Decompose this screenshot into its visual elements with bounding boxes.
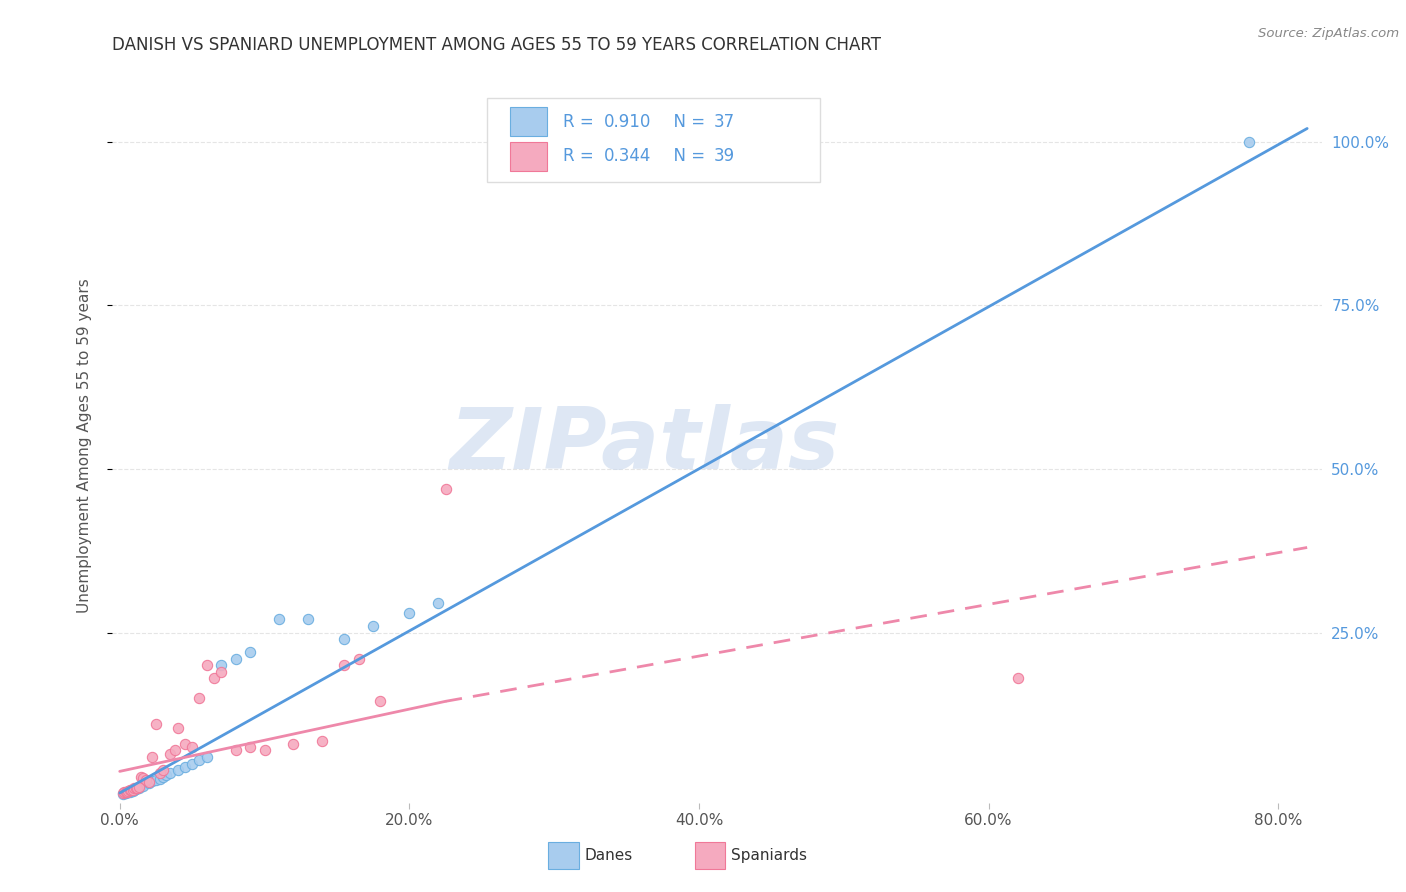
Point xyxy=(267,612,290,626)
Text: 0.344: 0.344 xyxy=(603,147,651,165)
Text: ZIPatlas: ZIPatlas xyxy=(450,404,839,488)
Point xyxy=(181,756,204,771)
Point xyxy=(297,612,319,626)
Point xyxy=(121,782,143,797)
Text: 0.910: 0.910 xyxy=(603,112,651,131)
Point xyxy=(114,786,136,800)
Point xyxy=(239,740,262,755)
Point xyxy=(145,717,167,731)
Text: Source: ZipAtlas.com: Source: ZipAtlas.com xyxy=(1258,27,1399,40)
Point xyxy=(117,784,139,798)
Point xyxy=(141,750,163,764)
Point xyxy=(127,781,149,796)
Text: R =: R = xyxy=(564,147,599,165)
FancyBboxPatch shape xyxy=(510,142,547,170)
Text: R =: R = xyxy=(564,112,599,131)
Point xyxy=(188,691,211,706)
Point xyxy=(195,658,218,673)
Point xyxy=(311,733,333,747)
Point xyxy=(128,780,150,794)
Point xyxy=(111,786,134,800)
Point xyxy=(145,772,167,787)
Text: Spaniards: Spaniards xyxy=(731,848,807,863)
Point xyxy=(115,785,138,799)
Point xyxy=(117,785,139,799)
Point xyxy=(159,766,181,780)
Point xyxy=(333,658,356,673)
FancyBboxPatch shape xyxy=(510,107,547,136)
Point xyxy=(152,763,174,777)
Point xyxy=(111,787,134,801)
Point xyxy=(152,770,174,784)
Point xyxy=(131,770,153,784)
Point xyxy=(118,785,141,799)
Point xyxy=(149,772,172,786)
Text: 37: 37 xyxy=(713,112,734,131)
Point xyxy=(114,785,136,799)
Point xyxy=(283,737,305,751)
Point xyxy=(173,760,195,774)
Point xyxy=(132,771,155,785)
FancyBboxPatch shape xyxy=(488,98,820,182)
Point xyxy=(347,652,370,666)
Point xyxy=(120,782,142,797)
Point xyxy=(1239,135,1261,149)
Text: N =: N = xyxy=(662,112,710,131)
Point xyxy=(128,780,150,795)
Point xyxy=(129,780,152,794)
Point xyxy=(131,780,153,794)
Y-axis label: Unemployment Among Ages 55 to 59 years: Unemployment Among Ages 55 to 59 years xyxy=(77,278,91,614)
Text: Danes: Danes xyxy=(585,848,633,863)
Point xyxy=(121,784,143,798)
Point xyxy=(155,767,177,781)
FancyBboxPatch shape xyxy=(695,842,725,869)
Point xyxy=(173,737,195,751)
Point xyxy=(166,721,188,735)
Point xyxy=(188,753,211,767)
Point xyxy=(132,779,155,793)
Point xyxy=(239,645,262,659)
Point xyxy=(124,782,146,797)
Point xyxy=(209,665,232,679)
Point xyxy=(202,672,225,686)
Text: DANISH VS SPANIARD UNEMPLOYMENT AMONG AGES 55 TO 59 YEARS CORRELATION CHART: DANISH VS SPANIARD UNEMPLOYMENT AMONG AG… xyxy=(112,36,882,54)
Point xyxy=(138,776,160,790)
Point xyxy=(149,766,172,780)
Point xyxy=(195,750,218,764)
Point xyxy=(333,632,356,647)
Point xyxy=(112,786,135,800)
Point xyxy=(118,783,141,797)
Point xyxy=(120,784,142,798)
Point xyxy=(181,740,204,755)
Point xyxy=(398,606,420,620)
Point xyxy=(225,743,247,757)
Text: N =: N = xyxy=(662,147,710,165)
Point xyxy=(370,694,392,708)
Point xyxy=(122,782,145,797)
Point xyxy=(122,781,145,796)
Point xyxy=(1007,672,1029,686)
Point xyxy=(135,772,157,787)
Point xyxy=(124,781,146,796)
Point xyxy=(127,780,149,795)
Point xyxy=(209,658,232,673)
Point xyxy=(427,596,450,610)
Point xyxy=(166,763,188,777)
FancyBboxPatch shape xyxy=(548,842,579,869)
Point xyxy=(361,619,384,633)
Point xyxy=(253,743,276,757)
Point xyxy=(225,652,247,666)
Point xyxy=(138,775,160,789)
Point xyxy=(434,482,457,496)
Point xyxy=(163,743,186,757)
Point xyxy=(141,774,163,789)
Point xyxy=(112,785,135,799)
Point xyxy=(115,785,138,799)
Text: 39: 39 xyxy=(713,147,734,165)
Point xyxy=(159,747,181,761)
